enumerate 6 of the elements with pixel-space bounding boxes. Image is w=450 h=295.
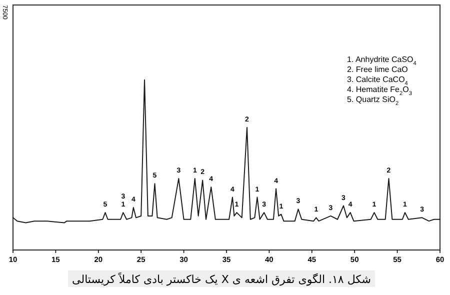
text: 2. Free lime CaO	[347, 65, 408, 74]
text: 1. Anhydrite CaSO$_{4}$	[347, 55, 416, 67]
annotation: 3. Calcite CaCO$_{4}$	[347, 75, 408, 87]
annotation: 5. Quartz SiO$_{2}$	[347, 95, 399, 107]
annotation: 4. Hematite Fe$_{2}$O$_{3}$	[347, 85, 412, 97]
caption: شکل ۱۸. الگوی تفرق اشعه ی X یک خاکستر بادی کاملاً کریستالی	[68, 270, 375, 287]
